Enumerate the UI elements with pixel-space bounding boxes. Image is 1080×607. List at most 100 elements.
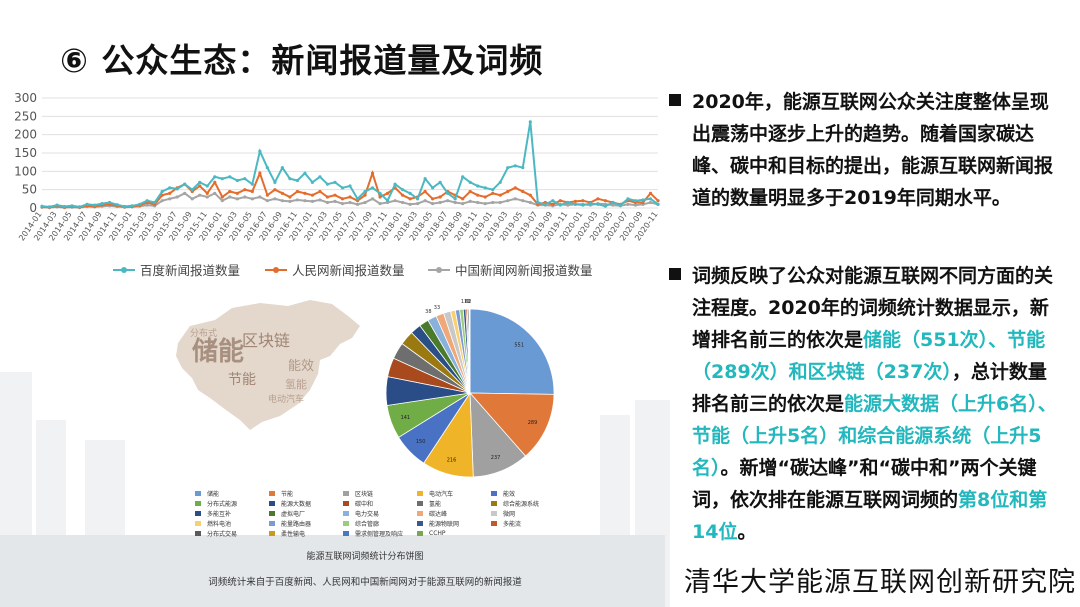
data-point [408, 202, 412, 206]
data-point [85, 202, 89, 206]
data-point [468, 180, 472, 184]
word-frequency-pie-chart: 551 289 237 216 150 141 38 33 11 6 6 3 2 [370, 288, 570, 488]
data-point [40, 204, 44, 208]
bullet-paragraph-1: 2020年，能源互联网公众关注度整体呈现出震荡中逐步上升的趋势。随着国家碳达峰、… [669, 86, 1057, 214]
bullet-paragraph-2: 词频反映了公众对能源互联网不同方面的关注程度。2020年的词频统计数据显示，新增… [669, 260, 1057, 548]
data-point [235, 178, 239, 183]
data-point [243, 177, 247, 181]
data-point [641, 200, 645, 205]
data-point [273, 180, 277, 184]
highlight-rank: 第8位和第14位 [692, 489, 1048, 543]
pie-legend-item: 能量路由器 [269, 519, 343, 528]
data-point [100, 202, 104, 206]
data-point [310, 180, 315, 184]
data-point [513, 186, 517, 190]
data-point [491, 188, 495, 192]
pie-data-label: 150 [416, 439, 426, 445]
data-point [310, 193, 315, 197]
data-point [476, 193, 480, 197]
pie-legend-item: 需求侧管理及响应 [343, 529, 417, 538]
data-point [483, 195, 487, 199]
data-point [476, 184, 480, 188]
data-point [318, 189, 322, 194]
data-point [183, 191, 187, 195]
pie-legend-item: 能效 [491, 489, 565, 498]
legend-swatch [195, 531, 201, 536]
legend-swatch [417, 531, 423, 536]
legend-label: 微网 [503, 511, 516, 518]
legend-label: 多能流 [503, 521, 522, 528]
data-point [521, 189, 525, 194]
data-point [543, 202, 547, 206]
data-point [145, 199, 149, 203]
legend-swatch [491, 511, 497, 516]
legend-label: 区块链 [355, 491, 374, 498]
legend-swatch [343, 531, 349, 536]
data-point [310, 199, 315, 203]
data-point [250, 189, 254, 194]
legend-label: 燃料电池 [207, 521, 232, 528]
y-tick-label: 100 [14, 164, 37, 178]
data-point [370, 197, 375, 201]
data-point [370, 186, 375, 190]
legend-swatch [195, 491, 201, 496]
data-point [476, 200, 480, 205]
data-point [243, 188, 247, 192]
pie-data-label: 3 [467, 299, 470, 305]
data-point [288, 195, 292, 199]
data-point [491, 200, 495, 205]
data-point [325, 182, 330, 186]
legend-label: 碳中和 [355, 501, 374, 508]
data-point [596, 197, 600, 201]
data-point [626, 202, 630, 206]
data-point [153, 200, 157, 205]
data-point [393, 182, 397, 186]
data-point [55, 203, 59, 207]
data-point [220, 195, 224, 199]
data-point [528, 120, 532, 124]
data-point [280, 166, 284, 170]
data-point [318, 175, 322, 179]
legend-swatch [269, 521, 275, 526]
data-point [220, 177, 224, 181]
data-point [521, 199, 525, 203]
pie-legend-item: 燃料电池 [195, 519, 269, 528]
data-point [333, 199, 337, 203]
data-point [198, 193, 202, 197]
organization-name: 清华大学能源互联网创新研究院 [684, 567, 1076, 598]
data-point [228, 175, 232, 179]
legend-swatch [491, 501, 497, 506]
pie-slice [469, 392, 555, 457]
data-point [318, 198, 322, 202]
pie-data-label: 2 [468, 299, 471, 305]
pie-data-label: 6 [465, 299, 468, 305]
legend-label: 需求侧管理及响应 [355, 531, 404, 538]
data-point [348, 184, 352, 188]
pie-data-label: 11 [461, 299, 467, 305]
page-title: ⑥ 公众生态：新闻报道量及词频 [60, 41, 544, 80]
y-tick-label: 200 [14, 128, 37, 142]
legend-label: 综合能源系统 [503, 501, 540, 508]
legend-label: 综合管廊 [355, 521, 380, 528]
data-point [205, 184, 209, 188]
pie-legend-item: 能源物联网 [417, 519, 491, 528]
data-point [265, 199, 269, 203]
data-point [506, 199, 510, 203]
data-point [438, 180, 442, 184]
data-point [498, 180, 502, 184]
data-point [648, 200, 653, 205]
data-point [175, 187, 179, 191]
data-point [340, 197, 345, 201]
data-point [160, 189, 164, 194]
data-point [393, 199, 397, 203]
data-point [656, 202, 660, 206]
data-point [235, 191, 239, 195]
data-point [333, 180, 337, 184]
data-point [333, 193, 337, 197]
data-point [400, 200, 405, 205]
data-point [431, 202, 435, 206]
pie-legend: 储能 节能 区块链 电动汽车 能效 分布式能源 能源大数据 碳中和 氢能 综合能源系统 多能互补 虚拟… [195, 489, 565, 538]
pie-legend-item: 多能流 [491, 519, 565, 528]
legend-label: 电力交易 [355, 511, 380, 518]
